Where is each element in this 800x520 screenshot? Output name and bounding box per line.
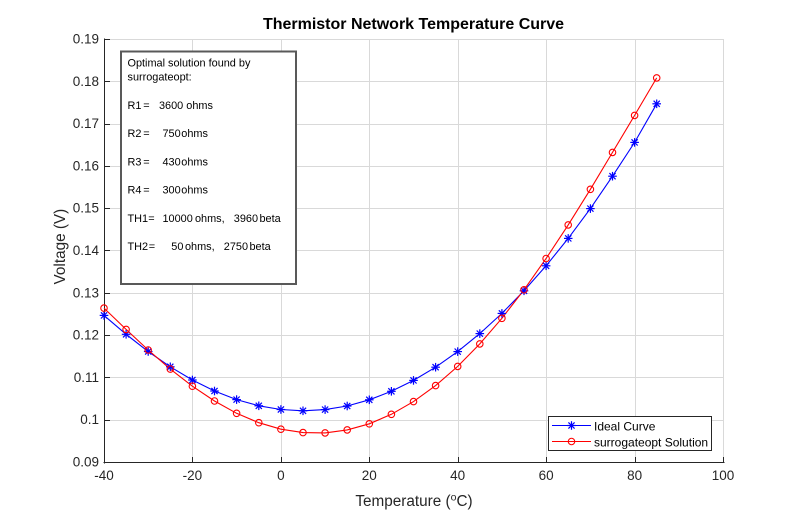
svg-text:0.19: 0.19: [73, 32, 99, 47]
svg-text:Thermistor Network Temperature: Thermistor Network Temperature Curve: [263, 16, 564, 33]
svg-text:80: 80: [627, 468, 642, 483]
svg-text:-20: -20: [183, 468, 203, 483]
svg-text:0.16: 0.16: [73, 158, 99, 173]
svg-text:TH2=50ohms,2750beta: TH2= 50 ohms, 2750beta: [128, 241, 272, 253]
svg-text:20: 20: [362, 468, 377, 483]
svg-text:0.1: 0.1: [80, 412, 99, 427]
svg-text:R2=750ohms: R2 = 750ohms: [128, 128, 209, 140]
svg-text:surrogateopt:: surrogateopt:: [128, 72, 192, 84]
svg-text:0.13: 0.13: [73, 285, 99, 300]
svg-text:R4=300ohms: R4 = 300ohms: [128, 185, 209, 197]
svg-text:0.12: 0.12: [73, 328, 99, 343]
svg-text:0.09: 0.09: [73, 455, 99, 470]
svg-text:40: 40: [450, 468, 465, 483]
svg-text:0: 0: [277, 468, 285, 483]
svg-text:Voltage (V): Voltage (V): [52, 209, 69, 285]
svg-text:R3=430ohms: R3 = 430ohms: [128, 156, 209, 168]
svg-text:surrogateopt Solution: surrogateopt Solution: [594, 436, 708, 450]
svg-text:-40: -40: [94, 468, 114, 483]
svg-text:Optimal solution found by: Optimal solution found by: [128, 58, 251, 70]
svg-text:0.17: 0.17: [73, 116, 99, 131]
svg-text:100: 100: [712, 468, 735, 483]
svg-text:Temperature (oC): Temperature (oC): [355, 491, 472, 510]
svg-text:0.14: 0.14: [73, 243, 100, 258]
svg-text:0.15: 0.15: [73, 201, 99, 216]
svg-text:0.18: 0.18: [73, 74, 99, 89]
svg-text:60: 60: [539, 468, 554, 483]
svg-text:Ideal Curve: Ideal Curve: [594, 420, 656, 434]
svg-text:0.11: 0.11: [74, 370, 99, 385]
